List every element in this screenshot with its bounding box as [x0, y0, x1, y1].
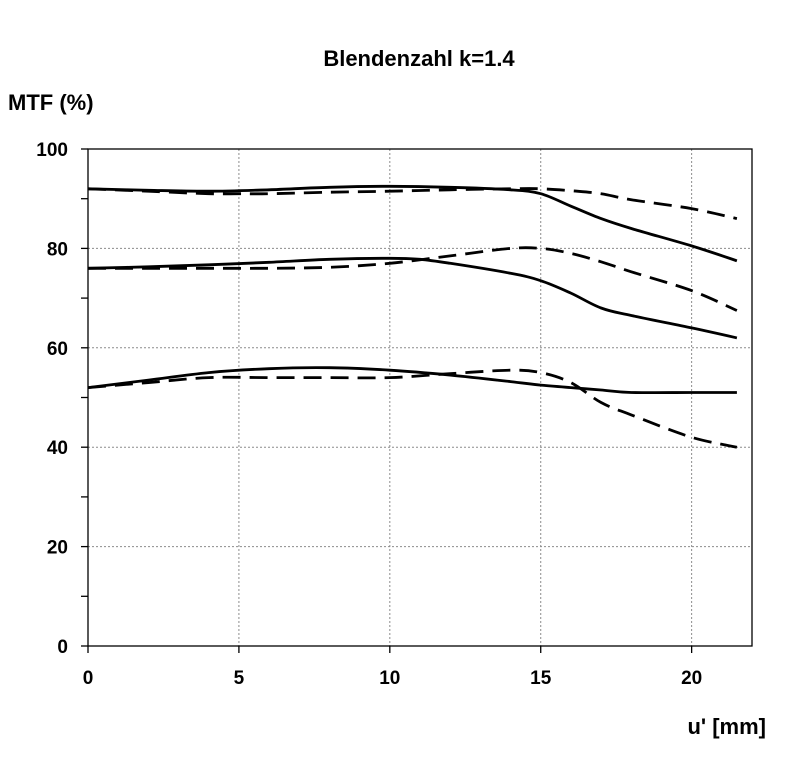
series-line-4-dashed — [87, 246, 738, 312]
y-tick-label: 40 — [47, 438, 68, 459]
series-layer — [87, 184, 738, 449]
x-tick-label: 10 — [379, 668, 400, 689]
y-tick-label: 0 — [57, 637, 68, 658]
plot-frame — [87, 148, 753, 647]
chart-title: Blendenzahl k=1.4 — [323, 46, 515, 71]
series-line-5-solid — [87, 366, 737, 395]
y-axis-label: MTF (%) — [8, 90, 94, 115]
x-tick-label: 5 — [234, 668, 245, 689]
y-tick-label: 80 — [47, 239, 68, 260]
series-line-2-dashed — [87, 187, 738, 220]
series-line-1-solid — [87, 184, 738, 263]
y-tick-label: 100 — [36, 140, 68, 161]
x-tick-label: 15 — [530, 668, 552, 689]
y-tick-label: 20 — [47, 538, 68, 559]
grid-layer — [88, 149, 752, 646]
y-tick-label: 60 — [47, 339, 68, 360]
x-axis-label: u' [mm] — [687, 714, 766, 739]
series-line-3-solid — [87, 256, 738, 340]
axis-layer: 0 20 40 60 80 100 0 5 10 15 20 — [36, 140, 753, 689]
x-tick-label: 20 — [681, 668, 702, 689]
series-line-6-dashed — [87, 368, 738, 449]
x-tick-label: 0 — [83, 668, 94, 689]
